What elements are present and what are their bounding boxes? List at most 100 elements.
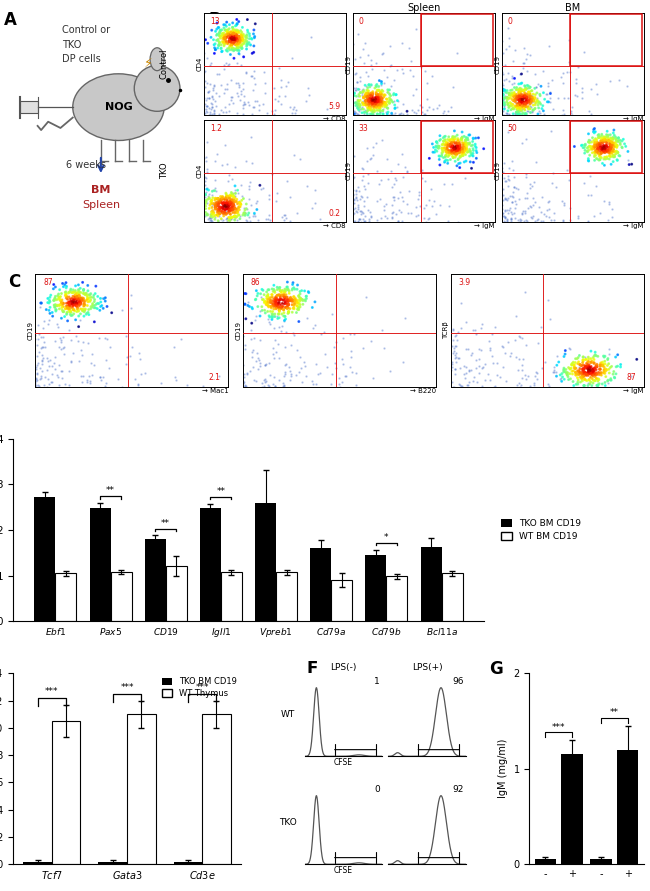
Point [542,94,552,109]
Point [242,298,253,313]
Point [224,204,234,218]
Point [593,136,603,151]
Point [266,307,277,321]
Text: F: F [306,660,318,678]
Point [441,149,451,163]
Point [451,136,462,151]
Point [599,145,610,159]
Point [470,137,480,151]
Point [514,182,524,196]
Point [564,361,574,375]
Point [451,148,462,162]
Point [485,343,495,357]
Point [593,139,603,153]
Point [365,102,376,117]
Point [270,292,281,307]
Point [228,26,239,40]
Point [221,29,231,44]
Point [36,296,47,310]
Point [81,288,92,302]
Point [279,284,289,298]
Point [291,295,301,309]
Point [517,206,528,220]
Point [283,305,294,319]
Point [515,86,525,100]
Point [230,24,240,38]
Point [230,19,240,33]
Point [200,205,211,219]
Point [270,345,281,359]
Point [310,295,320,309]
Point [358,214,369,228]
Point [224,97,234,111]
Point [246,106,257,120]
Point [605,139,616,153]
Point [214,194,225,208]
Point [372,193,382,208]
Point [134,346,144,360]
Point [202,207,213,221]
Point [214,195,225,209]
Point [232,209,242,224]
Point [445,137,456,151]
Point [566,106,576,120]
Point [566,65,576,79]
Point [371,79,382,94]
Point [212,22,222,37]
Point [358,85,369,99]
Point [378,107,388,121]
Point [271,290,281,305]
Point [497,93,507,107]
Point [31,378,41,392]
Point [438,137,448,151]
Point [227,26,237,40]
Point [453,325,463,339]
Point [569,360,580,374]
Point [512,83,523,97]
Point [388,87,398,102]
Point [32,373,42,388]
Point [233,193,244,208]
Point [514,93,525,107]
Point [224,34,234,48]
Point [276,300,286,315]
Point [614,149,624,163]
Point [82,373,92,388]
Point [73,288,84,302]
Point [582,379,593,393]
Point [216,29,227,43]
Point [213,199,223,213]
Point [590,370,601,384]
Point [442,143,452,157]
Point [610,371,620,385]
Point [211,24,221,38]
Point [385,93,396,107]
Point [503,96,514,110]
Point [512,89,522,103]
Point [589,367,599,381]
Point [202,99,212,113]
Point [577,369,587,383]
Point [365,91,376,105]
Point [370,88,381,102]
Point [74,354,85,368]
Point [448,323,458,337]
Point [461,130,471,144]
Point [62,292,73,307]
Point [309,183,320,197]
Point [590,140,600,154]
Point [370,95,381,110]
Point [393,191,403,205]
Point [232,16,242,30]
Point [359,105,370,119]
Point [222,157,232,171]
Point [275,283,285,298]
Point [608,131,618,145]
Point [221,35,231,49]
Point [505,83,515,97]
Point [220,202,230,217]
Point [590,137,600,151]
Point [559,196,569,210]
Point [497,108,508,122]
Point [213,203,224,217]
